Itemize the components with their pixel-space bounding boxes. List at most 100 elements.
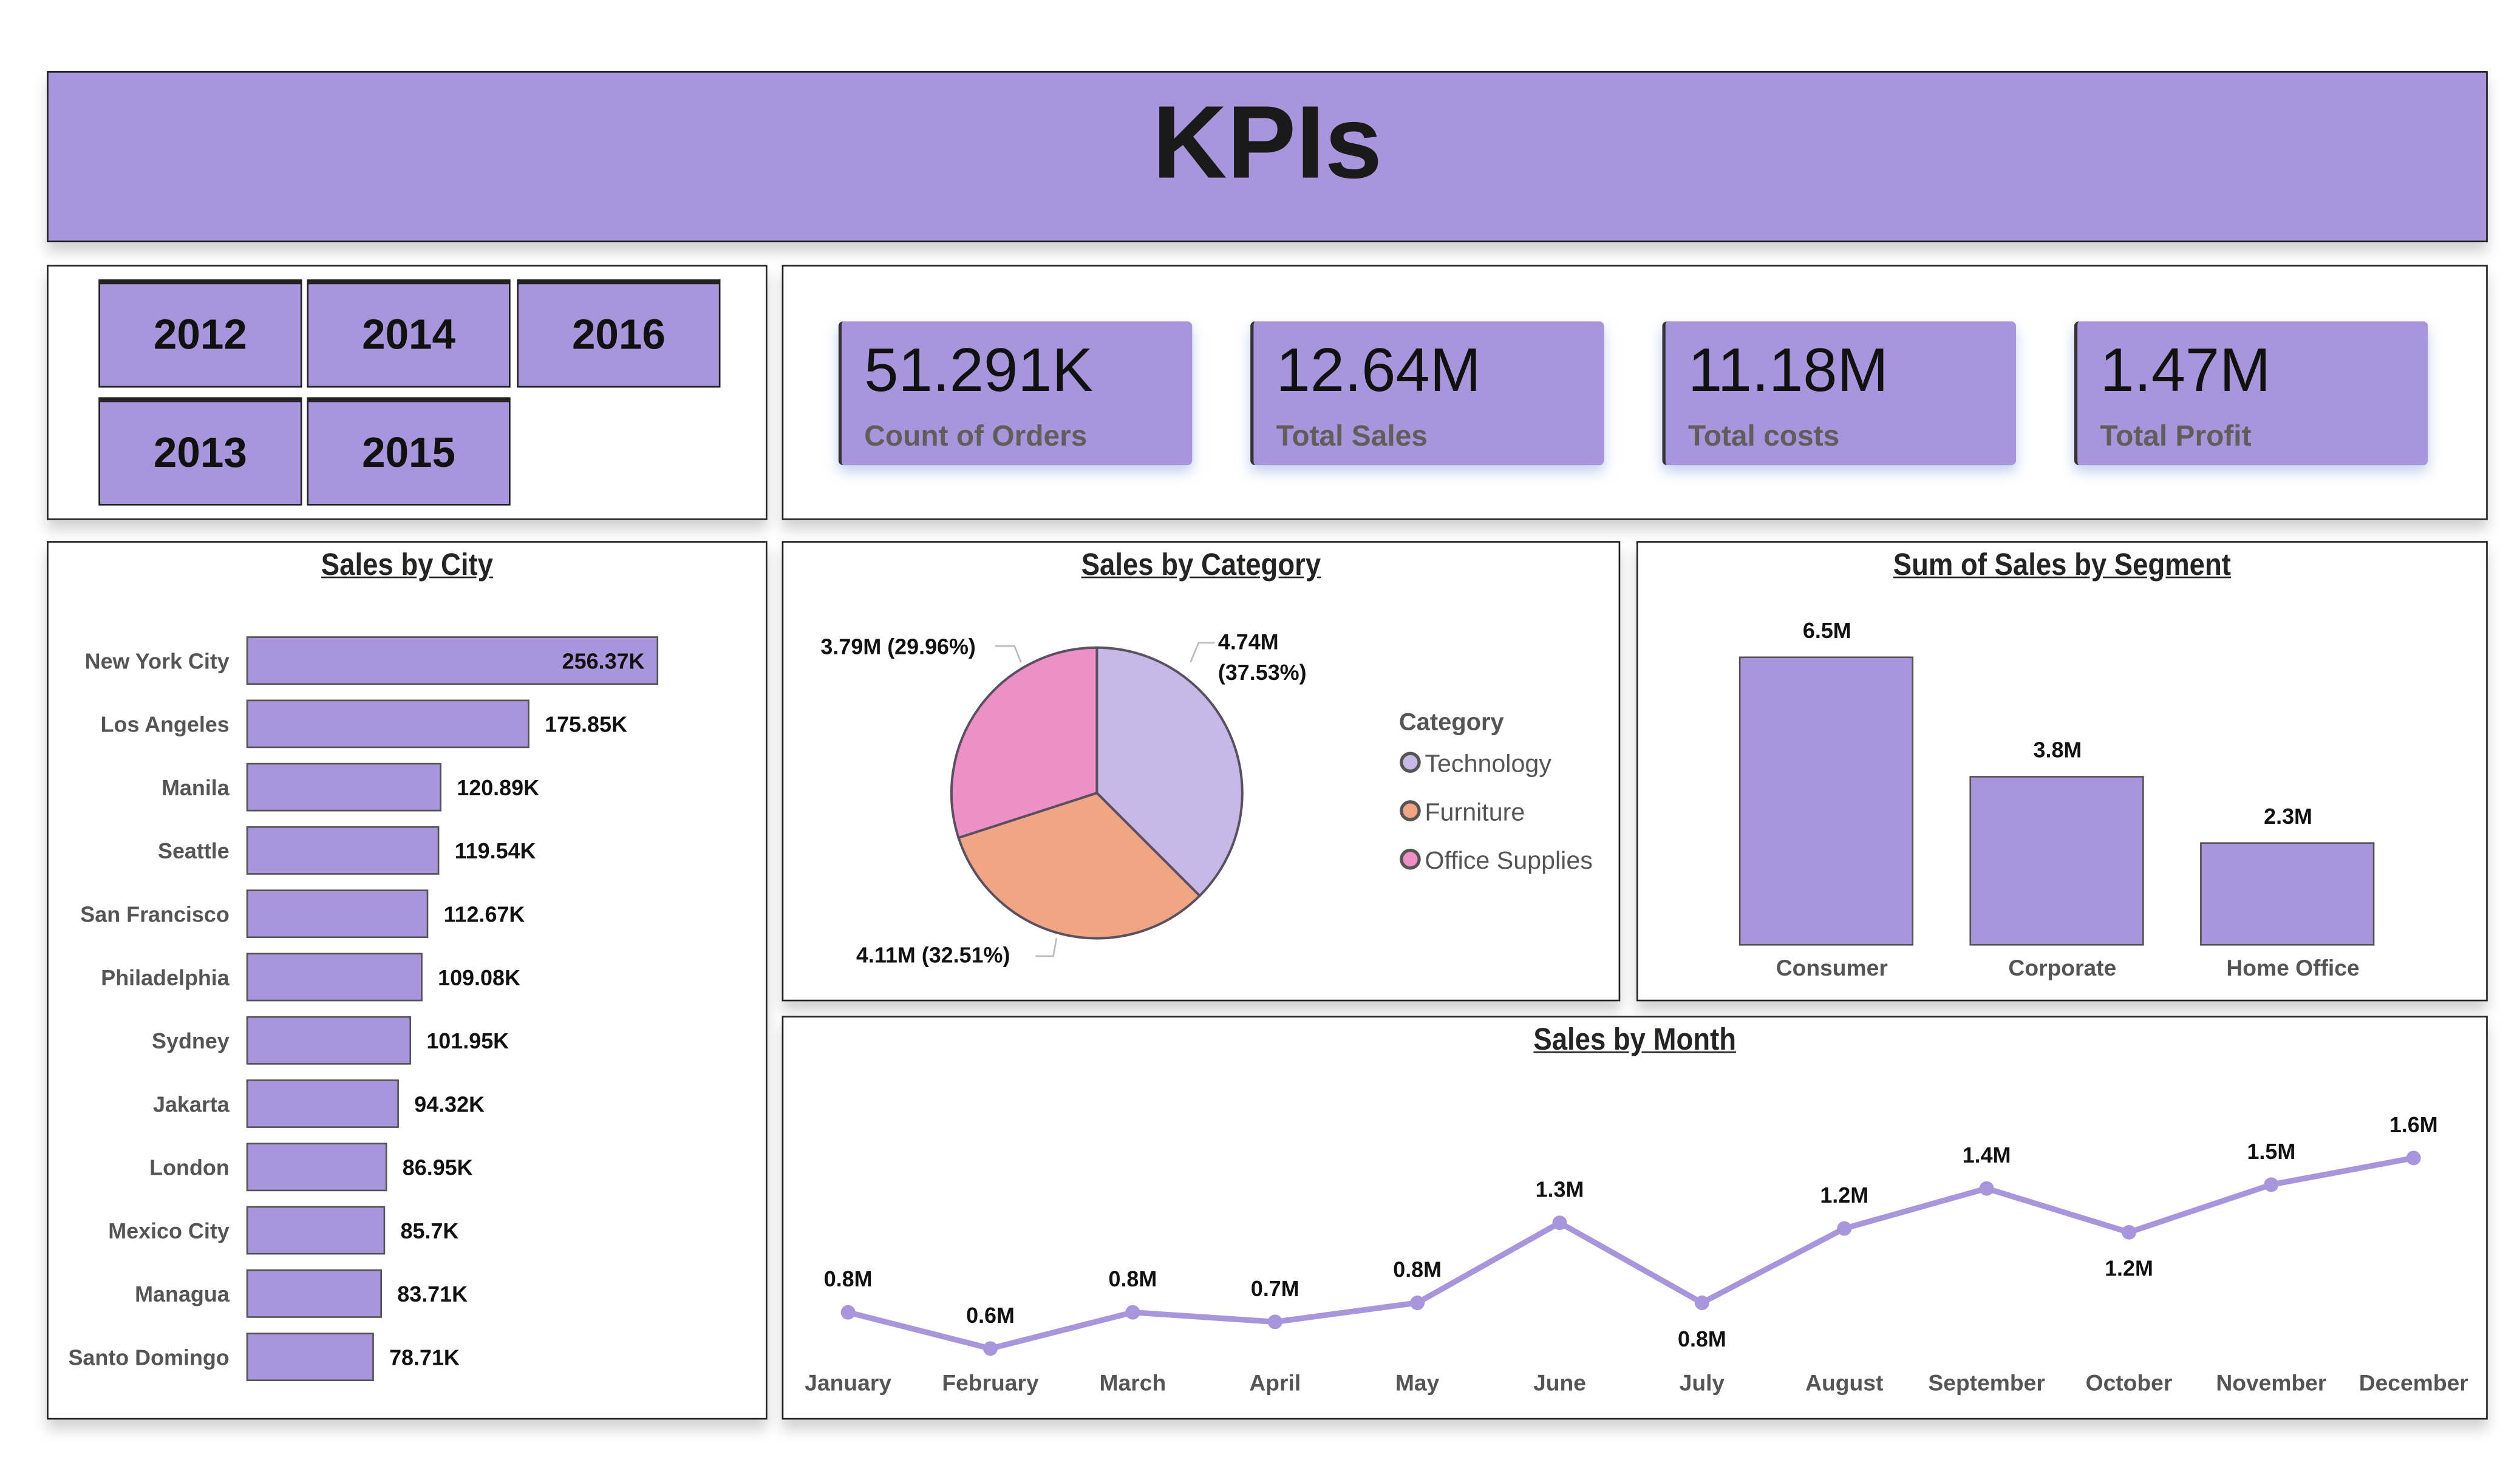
month-axis-label: June [1533,1369,1585,1394]
city-value-label: 83.71K [397,1281,467,1306]
month-axis-label: August [1805,1369,1882,1394]
year-button-2015[interactable]: 2015 [307,397,511,506]
segment-bar [1969,775,2144,945]
city-bar [245,635,658,684]
year-button-2013[interactable]: 2013 [98,397,302,506]
city-value-label: 120.89K [456,775,539,800]
month-axis-label: April [1248,1369,1300,1394]
data-label: 1.2M [1819,1182,1868,1207]
city-label: Philadelphia [100,964,230,989]
chart-title: Sales by Category [1081,549,1321,583]
city-value-label: 86.95K [401,1154,472,1179]
kpi-label: Total costs [1688,419,1840,452]
month-axis-label: July [1678,1369,1724,1394]
data-point [2120,1224,2136,1239]
sales-by-category-chart: 4.74M (37.53%) 4.11M (32.51%) 3.79M (29.96%… [820,628,1592,966]
city-bar [245,952,422,1001]
city-label: Los Angeles [100,711,228,736]
year-button-2012[interactable]: 2012 [98,279,302,388]
chart-title: Sum of Sales by Segment [1893,549,2231,583]
leader-line [1034,937,1057,956]
data-label: 0.8M [823,1266,871,1291]
kpi-card-orders: 51.291K Count of Orders [838,321,1193,466]
legend-item: Technology [1424,749,1551,776]
sales-by-category-panel: Sales by Category 4.74M (37.53%) 4.11M (32… [782,541,1621,1002]
city-value-label: 85.7K [400,1218,458,1243]
month-axis-label: February [941,1369,1038,1394]
segment-value-label: 2.3M [2263,803,2312,827]
kpi-value: 51.291K [864,338,1093,406]
kpi-card-costs: 11.18M Total costs [1662,321,2017,466]
chart-title: Sales by City [321,549,493,583]
data-label: 1.4M [1961,1142,2010,1167]
city-label: San Francisco [80,901,228,926]
kpi-value: 1.47M [2100,338,2271,406]
city-bar [245,1205,384,1254]
data-label: 0.8M [1108,1266,1156,1291]
pie-label-technology-pct: (37.53%) [1217,659,1306,684]
data-label: 1.5M [2246,1138,2295,1163]
segment-value-label: 6.5M [1802,617,1851,642]
city-value-label: 101.95K [426,1028,508,1053]
month-axis-label: May [1395,1369,1439,1394]
city-label: Sydney [151,1028,229,1053]
city-bar [245,1268,381,1317]
data-label: 1.2M [2104,1255,2153,1280]
data-label: 0.8M [1392,1256,1441,1281]
year-button-2016[interactable]: 2016 [517,279,721,388]
pie-slice-office-supplies [949,645,1098,839]
data-point [1267,1314,1282,1329]
month-axis-label: December [2358,1369,2467,1394]
sales-by-month-chart: 0.8M January 0.6M February 0.8M March 0.7M Apri… [804,1112,2468,1395]
city-label: London [149,1154,229,1179]
data-point [1694,1294,1709,1309]
legend-item: Furniture [1424,797,1524,825]
city-value-label: 78.71K [389,1344,459,1369]
legend-title: Category [1398,708,1503,735]
header-banner: KPIs [47,71,2488,243]
kpi-card-profit: 1.47M Total Profit [2074,321,2428,466]
data-point [2263,1177,2278,1192]
data-point [982,1340,997,1355]
kpi-value: 11.18M [1688,338,1888,406]
city-bar [245,762,441,811]
city-label: New York City [84,648,228,673]
year-slicer-panel: 2012 2014 2016 2013 2015 [47,265,768,520]
city-label: Jakarta [152,1091,230,1116]
year-button-2014[interactable]: 2014 [307,279,511,388]
legend-marker-icon [1398,847,1420,869]
segment-axis-label: Consumer [1775,954,1887,979]
sales-by-city-panel: Sales by City New York City 256.37K Los An… [47,541,768,1420]
month-axis-label: November [2215,1369,2326,1394]
sales-by-city-chart: New York City 256.37K Los Angeles 175.85K Ma… [67,635,658,1381]
segment-axis-label: Corporate [2007,954,2116,979]
city-bar [245,825,439,874]
kpi-label: Count of Orders [864,419,1088,452]
segment-axis-label: Home Office [2225,954,2358,979]
data-point [2405,1150,2420,1165]
city-bar [245,699,529,747]
month-axis-label: October [2085,1369,2171,1394]
city-value-label: 119.54K [454,838,535,863]
pie-label-furniture: 4.11M (32.51%) [856,942,1009,966]
pie-label-office-supplies: 3.79M (29.96%) [820,633,975,658]
city-bar [245,888,427,937]
pie-slice-furniture [956,790,1201,939]
sales-by-segment-panel: Sum of Sales by Segment 6.5M Consumer 3.8M… [1636,541,2488,1002]
city-value-label: 112.67K [443,901,524,926]
data-point [1409,1294,1424,1309]
sales-by-month-panel: Sales by Month 0.8M January 0.6M February 0.… [782,1016,2488,1420]
data-point [1551,1214,1567,1229]
kpi-cards-panel: 51.291K Count of Orders 12.64M Total Sal… [782,265,2488,520]
city-bar [245,1015,410,1064]
city-value-label: 256.37K [561,648,644,673]
city-value-label: 109.08K [437,964,520,989]
leader-line [1189,641,1214,662]
city-label: Seattle [157,838,229,863]
data-label: 0.8M [1677,1326,1726,1351]
sales-line [846,1154,2414,1351]
kpi-label: Total Sales [1276,419,1428,452]
city-value-label: 94.32K [414,1091,484,1116]
city-label: Mexico City [107,1218,229,1243]
